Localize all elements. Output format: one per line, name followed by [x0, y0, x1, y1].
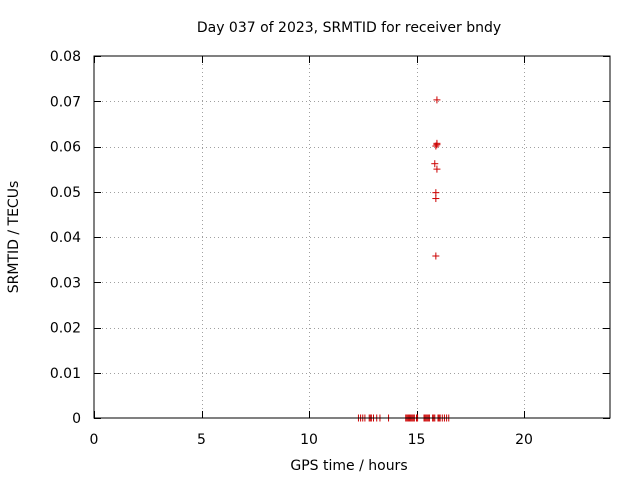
y-tick-label: 0.02	[50, 321, 81, 337]
data-point	[432, 189, 440, 197]
plot-frame	[93, 55, 611, 419]
data-point	[433, 165, 441, 173]
y-tick-label: 0	[72, 411, 81, 427]
x-tick-label: 15	[408, 432, 426, 448]
y-tick-label: 0.06	[50, 140, 81, 156]
x-tick-label: 20	[515, 432, 533, 448]
y-tick-label: 0.01	[50, 366, 81, 382]
y-tick-label: 0.03	[50, 275, 81, 291]
x-tick-label: 0	[90, 432, 99, 448]
y-tick-label: 0.07	[50, 94, 81, 110]
data-points	[354, 96, 453, 422]
data-point	[432, 195, 440, 203]
data-point	[431, 160, 439, 168]
y-axis-title: SRMTID / TECUs	[6, 181, 22, 294]
x-axis-title: GPS time / hours	[290, 458, 407, 474]
y-tick-label: 0.08	[50, 49, 81, 65]
y-tick-label: 0.05	[50, 185, 81, 201]
x-tick-label: 5	[197, 432, 206, 448]
data-point	[432, 252, 440, 260]
x-axis-ticks: 0 5 10 15 20	[90, 56, 533, 448]
y-axis-ticks: 0 0.01 0.02 0.03 0.04 0.05 0.06 0.07 0.08	[50, 49, 610, 427]
data-point	[433, 139, 441, 147]
chart-title: Day 037 of 2023, SRMTID for receiver bnd…	[197, 20, 501, 36]
gridlines	[94, 56, 610, 418]
y-tick-label: 0.04	[50, 230, 81, 246]
x-tick-label: 10	[300, 432, 318, 448]
data-point	[433, 96, 441, 104]
